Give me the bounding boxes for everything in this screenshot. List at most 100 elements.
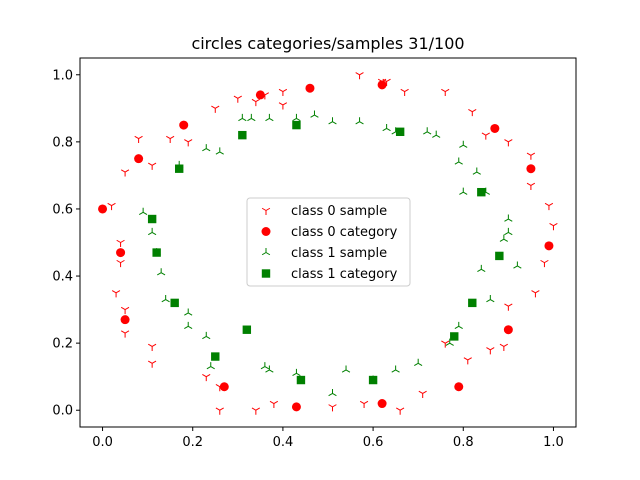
y-tick-label: 0.6: [52, 202, 73, 217]
data-point: [202, 373, 211, 382]
legend-label: class 1 category: [291, 267, 398, 282]
data-point: [265, 365, 274, 373]
data-point: [147, 227, 157, 236]
data-point: [544, 241, 554, 251]
data-point: [377, 80, 387, 90]
y-tick-label: 0.4: [52, 270, 73, 285]
data-point: [98, 204, 108, 214]
data-point: [116, 239, 125, 247]
data-point: [477, 264, 486, 273]
data-point: [202, 144, 211, 152]
legend-marker: [261, 269, 271, 278]
legend-marker: [261, 207, 271, 215]
data-point: [296, 375, 306, 385]
data-point: [549, 223, 558, 231]
x-tick-label: 0.4: [273, 435, 294, 450]
data-point: [202, 331, 211, 340]
data-point: [499, 234, 509, 242]
data-point: [472, 167, 481, 175]
data-point: [219, 382, 229, 392]
data-point: [377, 399, 387, 409]
data-point: [526, 152, 536, 160]
data-point: [147, 343, 157, 351]
legend-label: class 0 category: [291, 225, 398, 240]
data-point: [211, 105, 220, 113]
data-point: [161, 295, 170, 303]
data-point: [450, 332, 459, 341]
data-point: [291, 402, 301, 412]
data-point: [179, 120, 189, 130]
data-point: [459, 140, 468, 148]
data-point: [468, 108, 477, 117]
data-point: [251, 98, 261, 107]
x-tick-label: 1.0: [543, 435, 564, 450]
data-point: [134, 154, 144, 164]
data-point: [238, 113, 247, 122]
data-point: [445, 338, 454, 346]
data-point: [292, 368, 301, 377]
plot-points: [98, 72, 558, 415]
data-point: [341, 365, 351, 373]
data-point: [418, 390, 427, 398]
data-point: [495, 251, 504, 261]
x-tick-label: 0.0: [92, 435, 113, 450]
data-point: [211, 352, 220, 361]
data-point: [107, 202, 116, 211]
data-point: [355, 117, 364, 125]
data-point: [255, 90, 265, 100]
legend-marker: [261, 227, 271, 236]
data-point: [120, 306, 130, 315]
y-tick-label: 0.8: [52, 135, 73, 150]
data-point: [486, 295, 495, 303]
data-point: [206, 362, 215, 370]
data-point: [328, 404, 337, 412]
data-point: [477, 187, 486, 197]
data-point: [147, 214, 157, 224]
data-point: [504, 303, 513, 311]
data-point: [152, 248, 161, 257]
data-point: [233, 95, 242, 103]
data-point: [116, 248, 126, 258]
data-point: [531, 290, 540, 298]
data-point: [111, 290, 121, 298]
data-point: [459, 187, 468, 195]
data-point: [544, 202, 554, 211]
data-point: [441, 340, 450, 348]
data-point: [391, 365, 400, 373]
data-point: [260, 362, 270, 370]
data-point: [499, 343, 509, 351]
data-point: [278, 102, 288, 110]
data-point: [432, 130, 441, 138]
data-point: [184, 321, 193, 330]
data-point: [395, 407, 405, 415]
data-point: [238, 130, 247, 140]
data-point: [328, 117, 337, 125]
data-point: [454, 157, 463, 165]
data-point: [215, 407, 224, 415]
data-point: [441, 88, 450, 97]
data-point: [328, 388, 337, 397]
legend: class 0 sample class 0 category class 1 sa…: [246, 197, 411, 287]
y-axis: 0.0 0.2 0.4 0.6 0.8 1.0: [52, 68, 80, 419]
data-point: [504, 139, 513, 147]
data-point: [382, 123, 391, 132]
legend-label: class 0 sample: [291, 204, 387, 219]
data-point: [242, 325, 252, 334]
data-point: [454, 321, 463, 330]
data-point: [166, 135, 175, 144]
data-point: [292, 120, 301, 130]
x-tick-label: 0.8: [453, 435, 474, 450]
data-point: [116, 259, 125, 268]
data-point: [120, 315, 130, 325]
data-point: [526, 182, 536, 190]
data-point: [355, 72, 364, 80]
data-point: [504, 227, 513, 236]
data-point: [147, 360, 157, 368]
data-point: [269, 400, 279, 409]
legend-marker: [261, 248, 271, 256]
data-point: [310, 110, 319, 118]
data-point: [481, 132, 490, 140]
data-point: [170, 298, 179, 308]
plot-area-frame: [79, 57, 577, 428]
